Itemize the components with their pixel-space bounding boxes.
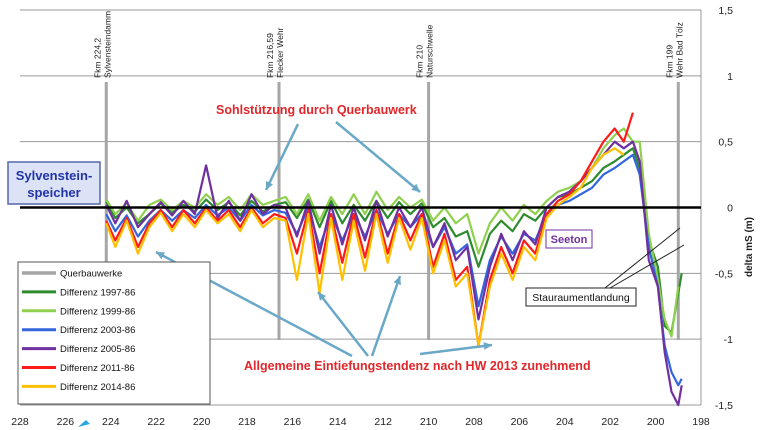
series-group — [105, 112, 683, 407]
arrow-eint-3 — [370, 275, 402, 357]
weir-label: Naturschwelle — [425, 24, 435, 78]
legend-entry: Differenz 1997-86 — [60, 287, 135, 298]
y-axis: 1,5 1 0,5 0 -0,5 -1 -1,5 delta mS (m) — [715, 5, 755, 412]
stauraum-callout-2 — [609, 244, 685, 289]
legend-entry: Differenz 1999-86 — [60, 306, 135, 317]
arrow-eint-2 — [317, 291, 369, 357]
y-tick-label: 0 — [727, 203, 733, 215]
flow-direction-icon — [78, 420, 90, 427]
x-tick-label: 228 — [11, 416, 29, 428]
x-tick-label: 222 — [147, 416, 165, 428]
series-line — [105, 147, 683, 334]
arrow-sohl-2-head — [411, 183, 420, 192]
legend-entry: Differenz 2003-86 — [60, 325, 135, 336]
x-tick-label: 214 — [329, 416, 347, 428]
y-tick-label: -0,5 — [715, 268, 733, 280]
legend: Querbauwerke Differenz 1997-86 Differenz 1… — [17, 261, 211, 405]
arrow-sohl-1-head — [266, 181, 274, 190]
weir-label: Fkm 216,59 — [265, 33, 275, 78]
x-tick-label: 218 — [238, 416, 256, 428]
x-axis: 228 226 224 222 220 218 216 214 212 210 208 206 204 2… — [11, 416, 710, 428]
y-tick-label: -1,5 — [715, 400, 733, 412]
y-tick-label: -1 — [724, 334, 733, 346]
weir-label: Fkm 210 — [415, 45, 425, 78]
annotations: Sylvenstein-speicher Sohlstützung durch Q… — [7, 103, 685, 373]
y-tick-label: 1,5 — [718, 5, 733, 17]
weir-label: Fkm 224,2 — [92, 38, 102, 78]
stauraum-label: Stauraumentlandung — [532, 292, 630, 304]
legend-box — [17, 261, 211, 405]
sylvenstein-box — [7, 161, 101, 205]
arrow-eint-1-head — [156, 252, 165, 260]
x-tick-label: 212 — [374, 416, 392, 428]
x-tick-label: 210 — [420, 416, 438, 428]
x-tick-label: 202 — [601, 416, 619, 428]
stauraum-box — [525, 287, 637, 307]
x-tick-label: 220 — [193, 416, 211, 428]
seeton-box — [545, 229, 593, 249]
y-axis-label: delta mS (m) — [744, 217, 755, 277]
eintiefung-label: Allgemeine Eintiefungstendenz nach HW 20… — [244, 359, 591, 373]
legend-entry: Differenz 2005-86 — [60, 344, 135, 355]
arrow-eint-3-head — [393, 276, 402, 285]
sylvenstein-label-line2: speicher — [27, 185, 80, 200]
arrow-sohl-2 — [335, 121, 421, 193]
stauraum-callout-1 — [604, 227, 681, 289]
sylvenstein-label-line1: Sylvenstein- — [16, 168, 93, 183]
legend-entry: Differenz 2014-86 — [60, 382, 135, 393]
y-tick-label: 1 — [727, 71, 733, 83]
x-tick-label: 224 — [102, 416, 120, 428]
weir-label: Sylvensteindamm — [102, 11, 112, 78]
legend-entry: Differenz 2011-86 — [60, 363, 135, 374]
arrow-eint-2-head — [318, 292, 327, 301]
series-line — [105, 127, 680, 338]
weir-label: Flecker Wehr — [275, 27, 285, 78]
x-tick-label: 206 — [511, 416, 529, 428]
x-tick-label: 216 — [284, 416, 302, 428]
x-tick-label: 204 — [556, 416, 574, 428]
legend-entry: Querbauwerke — [60, 269, 122, 280]
seeton-label: Seeton — [551, 234, 588, 246]
weir-label: Wehr Bad Tölz — [674, 22, 684, 78]
series-line — [105, 112, 634, 347]
weir-label: Fkm 199 — [664, 45, 674, 78]
arrow-sohl-1 — [264, 123, 300, 191]
x-tick-label: 200 — [647, 416, 665, 428]
series-line — [105, 147, 625, 347]
arrow-eint-4 — [419, 343, 493, 356]
series-line — [105, 140, 683, 407]
y-tick-label: 0,5 — [718, 137, 733, 149]
arrow-eint-4-head — [483, 342, 492, 350]
x-tick-label: 198 — [692, 416, 710, 428]
x-tick-label: 208 — [465, 416, 483, 428]
x-tick-label: 226 — [57, 416, 75, 428]
sohlstuetzung-label: Sohlstützung durch Querbauwerk — [216, 103, 417, 117]
